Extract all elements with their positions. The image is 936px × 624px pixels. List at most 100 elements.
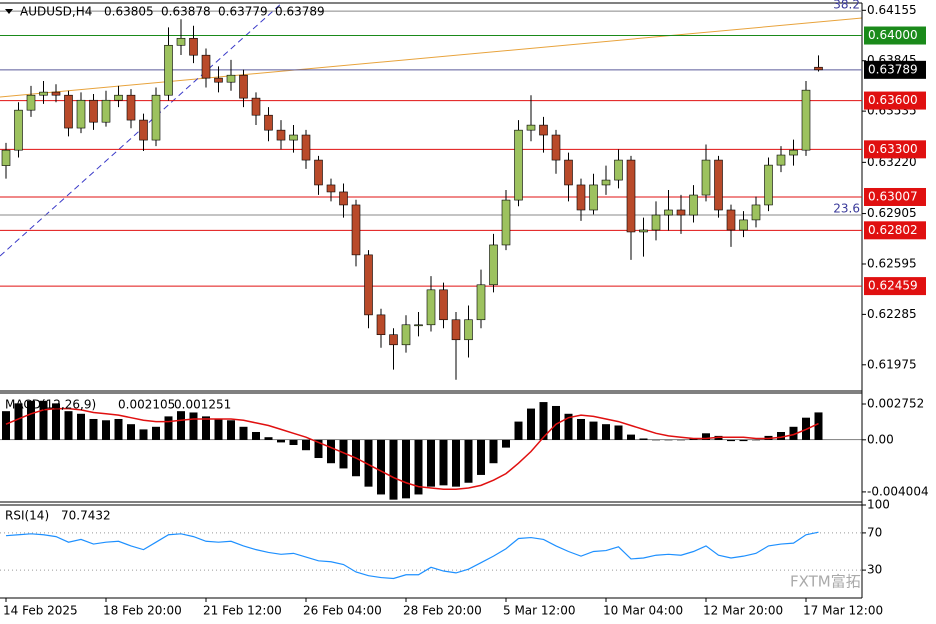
candle-body (764, 164, 773, 206)
candle-body (501, 199, 511, 246)
y-tick-label: 0.61975 (867, 357, 917, 371)
x-tick-label: 17 Mar 12:00 (803, 604, 883, 618)
candle-body (414, 324, 423, 327)
macd-bar (427, 439, 435, 487)
candle-body (376, 314, 386, 336)
x-tick-label: 28 Feb 20:00 (403, 604, 482, 618)
candle-body (451, 319, 461, 341)
x-tick-label: 14 Feb 2025 (3, 604, 78, 618)
macd-bar (339, 439, 348, 469)
macd-bar (227, 420, 235, 440)
macd-bar (514, 421, 523, 440)
candle-body (476, 284, 486, 321)
macd-bar (489, 439, 498, 464)
candle-body (689, 194, 698, 216)
candle-body (64, 94, 73, 129)
macd-bar (39, 400, 48, 440)
macd-bar (177, 411, 185, 440)
candle-body (789, 149, 798, 156)
macd-bar (2, 411, 10, 440)
candle-body (364, 254, 373, 316)
candle-body (51, 91, 61, 96)
candle-body (514, 129, 523, 201)
macd-bar (202, 416, 210, 440)
candle-body (101, 99, 111, 123)
candle-body (164, 44, 173, 96)
symbol: AUDUSD,H4 (20, 5, 92, 19)
candle-body (276, 129, 286, 141)
candle-body (439, 289, 448, 321)
x-tick-label: 26 Feb 04:00 (303, 604, 382, 618)
candle-body (639, 229, 648, 233)
macd-bar (777, 431, 785, 440)
y-tick-label: 0.62285 (867, 307, 917, 321)
macd-bar (677, 439, 685, 441)
level-label-box (864, 60, 926, 79)
watermark: FXTM富拓 (790, 573, 861, 591)
x-tick-label: 21 Feb 12:00 (203, 604, 282, 618)
level-label: 0.62459 (868, 279, 918, 293)
x-tick-label: 10 Mar 04:00 (603, 604, 683, 618)
candle-body (564, 159, 573, 186)
candle-body (39, 91, 48, 96)
macd-bar (364, 439, 373, 487)
macd-bar (527, 408, 535, 440)
candle-body (651, 214, 661, 231)
macd-bar (327, 439, 335, 464)
macd-bar (614, 425, 623, 440)
candle-body (714, 159, 723, 211)
menu-arrow (5, 9, 13, 14)
candle-body (251, 97, 261, 116)
level-label: 0.63600 (868, 93, 918, 107)
macd-bar (627, 434, 635, 440)
candle-body (426, 289, 436, 326)
macd-bar (502, 439, 510, 448)
y-tick-label: 0.62905 (867, 206, 917, 220)
fib-label: 23.6 (833, 202, 860, 216)
y-tick-label: -0.004004 (867, 484, 929, 498)
x-tick-label: 12 Mar 20:00 (703, 604, 783, 618)
macd-bar (539, 402, 548, 440)
level-label-box (864, 277, 926, 296)
candle-body (589, 184, 598, 211)
trend-line (0, 2, 283, 257)
candle-body (551, 134, 561, 161)
candle-body (239, 74, 248, 99)
macd-bar (289, 439, 298, 446)
macd-bar (727, 439, 735, 442)
macd-bar (314, 439, 323, 459)
macd-bar (664, 439, 673, 441)
macd-bar (27, 400, 35, 440)
candle-body (539, 124, 548, 136)
y-tick-label: 100 (867, 498, 890, 512)
y-tick-label: 0.00 (867, 432, 894, 446)
macd-bar (377, 439, 385, 495)
y-tick-label: 0.64155 (867, 3, 917, 17)
candle-body (701, 159, 711, 196)
macd-bar (414, 439, 423, 495)
candle-body (751, 204, 761, 221)
candle-body (739, 219, 748, 231)
candle-body (201, 54, 211, 79)
level-label-box (864, 26, 926, 45)
macd-bar (14, 403, 23, 440)
candle-body (326, 184, 336, 193)
macd-bar (302, 439, 310, 451)
macd-bar (139, 429, 148, 440)
signal-line (5, 407, 819, 490)
candle-body (26, 94, 36, 111)
header-value: 0.63789 (275, 5, 325, 19)
candle-body (664, 209, 673, 216)
y-tick-label: 0.63220 (867, 155, 917, 169)
candle-body (814, 66, 823, 71)
header-value: 0.63805 (104, 5, 154, 19)
level-label: 0.63789 (868, 62, 918, 76)
macd-bar (639, 438, 648, 440)
candle-body (301, 134, 311, 161)
y-tick-label: 0.62595 (867, 256, 917, 270)
macd-bar (439, 439, 448, 486)
macd-bar (752, 439, 760, 441)
macd-bar (589, 421, 598, 440)
candle-body (626, 159, 636, 233)
